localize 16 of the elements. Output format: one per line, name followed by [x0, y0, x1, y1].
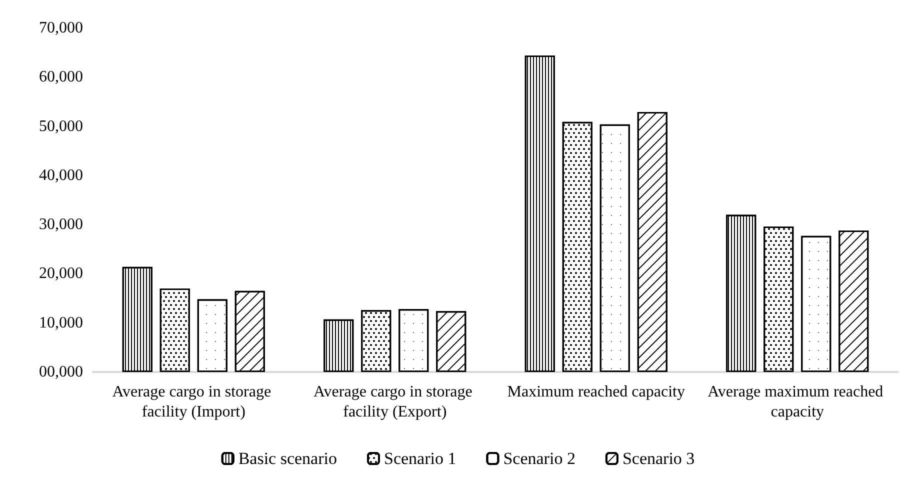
x-tick-label: Average cargo in storage facility (Export) [313, 384, 476, 420]
x-tick-label: Maximum reached capacity [507, 384, 685, 400]
y-tick-label: 40,000 [39, 166, 83, 184]
legend-label: Basic scenario [238, 449, 337, 468]
x-tick-label: Average maximum reached capacity [708, 384, 888, 420]
y-tick-label: 20,000 [39, 265, 83, 282]
y-tick-label: 30,000 [39, 216, 83, 234]
y-tick-label: 60,000 [39, 68, 83, 86]
x-tick-label: Average cargo in storage facility (Import) [112, 384, 276, 420]
legend-label: Scenario 1 [384, 449, 456, 468]
y-tick-label: 50,000 [39, 118, 83, 135]
y-tick-label: 70,000 [39, 20, 83, 36]
legend-label: Scenario 2 [503, 449, 576, 468]
y-tick-label: 00,000 [39, 364, 83, 380]
legend-label: Scenario 3 [622, 449, 695, 468]
y-tick-label: 10,000 [39, 314, 83, 332]
